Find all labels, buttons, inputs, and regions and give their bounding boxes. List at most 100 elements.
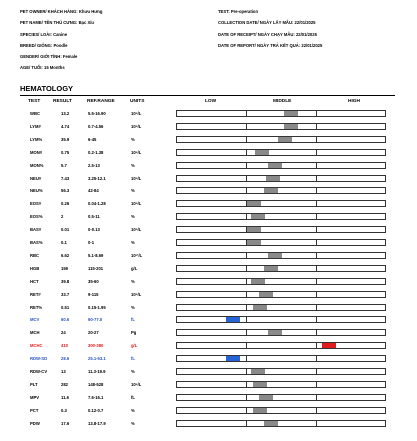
result-marker [284, 111, 299, 116]
ref-range: 35-60 [88, 278, 99, 284]
test-name: HGB [30, 265, 40, 271]
range-divider-low [246, 278, 247, 284]
range-divider-low [246, 149, 247, 155]
range-divider-high [316, 201, 317, 207]
range-divider-low [246, 343, 247, 349]
species-line: SPECIES/ LOÀI: Canine [20, 32, 67, 37]
owner-label: PET OWNER/ KHÁCH HÀNG: [20, 9, 78, 14]
result-marker [267, 330, 282, 336]
test-name: NEU% [30, 188, 43, 194]
test-name: RDW-CV [30, 369, 48, 374]
table-row: HGB 159 115-201 g/L [0, 264, 417, 274]
unit: % [131, 240, 135, 245]
range-bar [176, 187, 386, 195]
range-divider-low [246, 111, 247, 116]
result-marker [251, 214, 266, 220]
table-row: PCT 0.3 0.12-0.7% [0, 406, 417, 416]
table-row: NEU% 56.3 42-84% [0, 186, 417, 196]
range-divider-low [246, 201, 247, 207]
test-name: NEU# [30, 175, 42, 181]
ref-range: 13.8-17.9 [88, 420, 106, 426]
range-divider-high [316, 394, 317, 400]
result-marker [259, 291, 274, 297]
table-row: MCHC 410 300-380 g/L [0, 341, 417, 351]
col-test-header: TEST [28, 99, 41, 104]
range-bar [176, 355, 386, 363]
result-value: 6.62 [61, 252, 70, 258]
range-bar [176, 406, 386, 414]
range-bar [176, 239, 386, 246]
range-divider-low [246, 304, 247, 310]
ref-range: 5.1-8.69 [88, 252, 104, 258]
range-divider-low [246, 317, 247, 323]
collection-date-line: COLLECTION DATE/ NGÀY LẤY MẪU: 22/01/202… [218, 20, 316, 25]
table-row: MON% 5.7 2.5-13% [0, 161, 417, 171]
collection-date-label: COLLECTION DATE/ NGÀY LẤY MẪU: [218, 20, 294, 25]
result-value: 0.75 [61, 149, 70, 155]
result-marker [251, 278, 266, 284]
range-divider-high [316, 420, 317, 426]
section-title: HEMATOLOGY [20, 84, 74, 93]
range-divider-low [246, 175, 247, 181]
col-ref-header: REF.RANGE [87, 99, 115, 104]
test-name: MON# [30, 149, 43, 155]
range-bar [176, 110, 386, 117]
table-row: LYM# 4.74 0.7-4.56 10⁹/L [0, 122, 417, 132]
range-divider-low [246, 330, 247, 336]
range-divider-low [246, 188, 247, 194]
result-marker [284, 123, 299, 129]
range-bar [176, 174, 386, 182]
test-line: TEST: Pre-operation [218, 9, 258, 14]
table-row: WBC 13.2 5.5-16.90 10⁹/L [0, 109, 417, 119]
test-name: PDW [30, 420, 40, 426]
col-middle-header: MIDDLE [273, 99, 292, 104]
table-row: MCV 60.6 60-77.0 fL [0, 315, 417, 325]
range-divider-high [316, 123, 317, 129]
ref-range: 0-0.13 [88, 227, 100, 233]
unit: 10⁹/L [131, 291, 142, 297]
result-marker [253, 381, 268, 387]
unit: % [131, 214, 135, 220]
range-bar [176, 290, 386, 298]
pet-name-label: PET NAME/ TÊN THÚ CƯNG: [20, 20, 78, 25]
range-divider-high [316, 162, 317, 168]
unit: % [131, 278, 135, 284]
pet-name-line: PET NAME/ TÊN THÚ CƯNG: Bạc Xỉu [20, 20, 94, 25]
species-value: Canine [53, 32, 68, 37]
result-value: 0.26 [61, 201, 70, 207]
ref-range: 148-528 [88, 381, 104, 387]
ref-range: 3.25-12.1 [88, 175, 106, 181]
result-value: 60.6 [61, 317, 70, 323]
report-date-label: DATE OF REPORT/ NGÀY TRẢ KẾT QUẢ: [218, 43, 301, 48]
range-divider-high [316, 111, 317, 116]
table-row: BAS% 0.1 0-1% [0, 238, 417, 248]
result-value: 0.51 [61, 304, 70, 310]
result-marker [246, 201, 261, 207]
result-value: 35.9 [61, 136, 70, 142]
range-divider-high [316, 188, 317, 194]
range-divider-high [316, 407, 317, 413]
range-bar [176, 135, 386, 143]
unit: fL [131, 317, 135, 323]
result-marker [246, 240, 261, 245]
table-row: RET% 0.51 0.15-1.95% [0, 303, 417, 313]
ref-range: 2.5-13 [88, 162, 100, 168]
pet-name-value: Bạc Xỉu [78, 20, 94, 25]
ref-range: 115-201 [88, 265, 104, 271]
range-bar [176, 303, 386, 311]
result-value: 410 [61, 343, 68, 349]
unit: fL [131, 356, 135, 362]
result-marker [253, 407, 268, 413]
breed-value: Poodle [53, 43, 68, 48]
gender-value: Female [62, 54, 78, 59]
unit: g/L [131, 343, 138, 349]
range-divider-low [246, 162, 247, 168]
result-value: 0.3 [61, 407, 67, 413]
ref-range: 0.5-11 [88, 214, 100, 220]
test-name: PLT [30, 381, 38, 387]
range-divider-high [316, 214, 317, 220]
test-name: EOS% [30, 214, 43, 220]
range-bar [176, 251, 386, 259]
result-value: 13.2 [61, 111, 70, 116]
table-row: NEU# 7.43 3.25-12.1 10⁹/L [0, 174, 417, 184]
